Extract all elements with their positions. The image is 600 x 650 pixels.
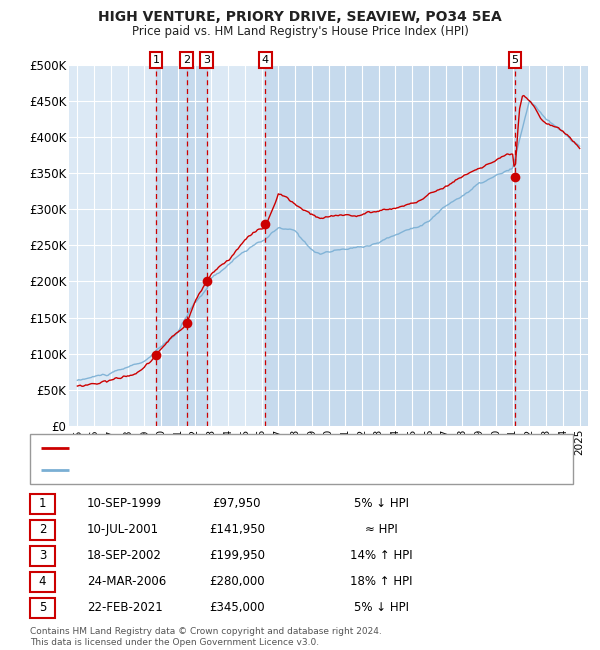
- Text: 1: 1: [39, 497, 46, 510]
- Text: Price paid vs. HM Land Registry's House Price Index (HPI): Price paid vs. HM Land Registry's House …: [131, 25, 469, 38]
- Text: 2: 2: [39, 523, 46, 536]
- Text: HIGH VENTURE, PRIORY DRIVE, SEAVIEW, PO34 5EA: HIGH VENTURE, PRIORY DRIVE, SEAVIEW, PO3…: [98, 10, 502, 24]
- Text: HPI: Average price, detached house, Isle of Wight: HPI: Average price, detached house, Isle…: [76, 465, 334, 475]
- Text: 3: 3: [39, 549, 46, 562]
- Text: 5: 5: [39, 601, 46, 614]
- Text: 18% ↑ HPI: 18% ↑ HPI: [350, 575, 412, 588]
- Bar: [187, 65, 206, 426]
- Text: Contains HM Land Registry data © Crown copyright and database right 2024.
This d: Contains HM Land Registry data © Crown c…: [30, 627, 382, 647]
- Text: 5: 5: [511, 55, 518, 65]
- Text: 10-JUL-2001: 10-JUL-2001: [87, 523, 159, 536]
- Text: 4: 4: [262, 55, 269, 65]
- Text: ≈ HPI: ≈ HPI: [365, 523, 397, 536]
- Text: 22-FEB-2021: 22-FEB-2021: [87, 601, 163, 614]
- Text: 4: 4: [39, 575, 46, 588]
- Bar: [515, 65, 588, 426]
- Text: 14% ↑ HPI: 14% ↑ HPI: [350, 549, 412, 562]
- Text: 5% ↓ HPI: 5% ↓ HPI: [353, 601, 409, 614]
- Text: 2: 2: [183, 55, 190, 65]
- Text: 1: 1: [152, 55, 160, 65]
- Text: £141,950: £141,950: [209, 523, 265, 536]
- Text: 24-MAR-2006: 24-MAR-2006: [87, 575, 166, 588]
- Text: 5% ↓ HPI: 5% ↓ HPI: [353, 497, 409, 510]
- Bar: [156, 65, 187, 426]
- Text: HIGH VENTURE, PRIORY DRIVE, SEAVIEW, PO34 5EA (detached house): HIGH VENTURE, PRIORY DRIVE, SEAVIEW, PO3…: [76, 443, 440, 453]
- Text: 3: 3: [203, 55, 210, 65]
- Text: £280,000: £280,000: [209, 575, 265, 588]
- Text: £345,000: £345,000: [209, 601, 265, 614]
- Text: £97,950: £97,950: [213, 497, 261, 510]
- Bar: [265, 65, 515, 426]
- Text: 10-SEP-1999: 10-SEP-1999: [87, 497, 162, 510]
- Text: 18-SEP-2002: 18-SEP-2002: [87, 549, 162, 562]
- Text: £199,950: £199,950: [209, 549, 265, 562]
